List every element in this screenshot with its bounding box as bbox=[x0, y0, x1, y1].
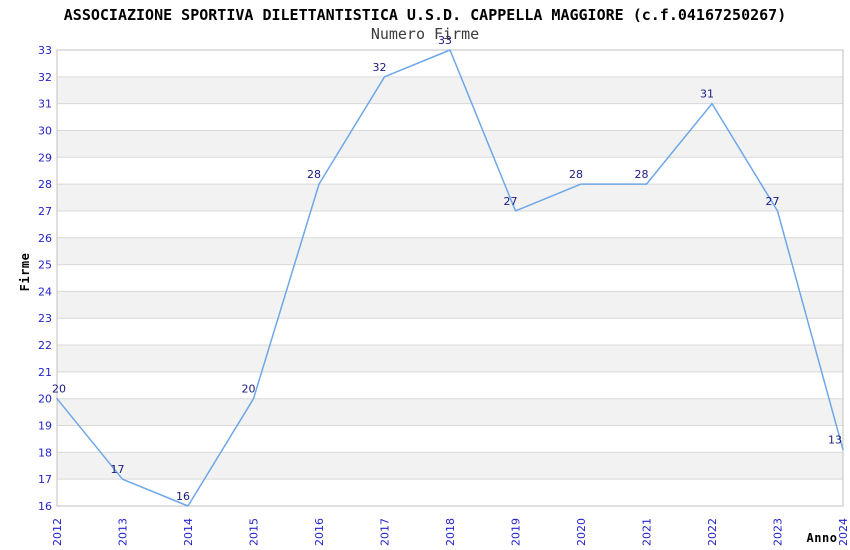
data-label: 28 bbox=[307, 168, 321, 181]
y-tick-label: 18 bbox=[38, 446, 52, 459]
y-tick-label: 29 bbox=[38, 151, 52, 164]
y-axis-title: Firme bbox=[18, 253, 32, 292]
y-tick-label: 30 bbox=[38, 124, 52, 137]
data-label: 20 bbox=[242, 383, 256, 396]
x-tick-label: 2015 bbox=[248, 518, 261, 546]
x-tick-label: 2013 bbox=[117, 518, 130, 546]
x-tick-label: 2024 bbox=[837, 518, 850, 546]
data-label: 28 bbox=[569, 168, 583, 181]
x-tick-label: 2018 bbox=[444, 518, 457, 546]
x-tick-label: 2023 bbox=[772, 518, 785, 546]
x-tick-label: 2012 bbox=[51, 518, 64, 546]
data-label: 31 bbox=[700, 88, 714, 101]
data-label: 33 bbox=[438, 34, 452, 47]
plot-band bbox=[57, 452, 843, 480]
chart-subtitle: Numero Firme bbox=[371, 25, 479, 43]
plot-band bbox=[57, 237, 843, 265]
data-label: 28 bbox=[635, 168, 649, 181]
y-tick-label: 25 bbox=[38, 259, 52, 272]
data-label: 17 bbox=[111, 463, 125, 476]
data-label: 16 bbox=[176, 490, 190, 503]
plot-area: 1617181920212223242526272829303132332012… bbox=[38, 34, 850, 546]
plot-band bbox=[57, 345, 843, 372]
y-tick-label: 31 bbox=[38, 98, 52, 111]
chart-title: ASSOCIAZIONE SPORTIVA DILETTANTISTICA U.… bbox=[64, 6, 786, 24]
data-label: 27 bbox=[766, 195, 780, 208]
data-label: 27 bbox=[504, 195, 518, 208]
y-tick-label: 28 bbox=[38, 178, 52, 191]
x-tick-label: 2019 bbox=[510, 518, 523, 546]
data-label: 32 bbox=[373, 61, 387, 74]
y-tick-label: 26 bbox=[38, 232, 52, 245]
plot-band bbox=[57, 291, 843, 319]
data-line bbox=[56, 49, 844, 507]
y-tick-label: 32 bbox=[38, 71, 52, 84]
x-tick-label: 2017 bbox=[379, 518, 392, 546]
plot-band bbox=[57, 76, 843, 104]
plot-border bbox=[56, 49, 844, 507]
y-tick-label: 20 bbox=[38, 393, 52, 406]
y-tick-label: 22 bbox=[38, 339, 52, 352]
y-tick-label: 17 bbox=[38, 473, 52, 486]
x-tick-label: 2022 bbox=[706, 518, 719, 546]
plot-band bbox=[57, 184, 843, 211]
x-tick-label: 2020 bbox=[575, 518, 588, 546]
y-tick-label: 21 bbox=[38, 366, 52, 379]
x-tick-label: 2021 bbox=[641, 518, 654, 546]
y-tick-label: 27 bbox=[38, 205, 52, 218]
y-tick-label: 33 bbox=[38, 44, 52, 57]
x-axis-title: Anno bbox=[807, 531, 838, 545]
data-label: 20 bbox=[52, 383, 66, 396]
plot-band bbox=[57, 398, 843, 426]
y-tick-label: 19 bbox=[38, 420, 52, 433]
y-tick-label: 16 bbox=[38, 500, 52, 513]
y-tick-label: 24 bbox=[38, 285, 52, 298]
x-tick-label: 2014 bbox=[182, 518, 195, 546]
data-label: 13 bbox=[828, 434, 842, 447]
x-tick-label: 2016 bbox=[313, 518, 326, 546]
y-tick-label: 23 bbox=[38, 312, 52, 325]
plot-band bbox=[57, 130, 843, 158]
